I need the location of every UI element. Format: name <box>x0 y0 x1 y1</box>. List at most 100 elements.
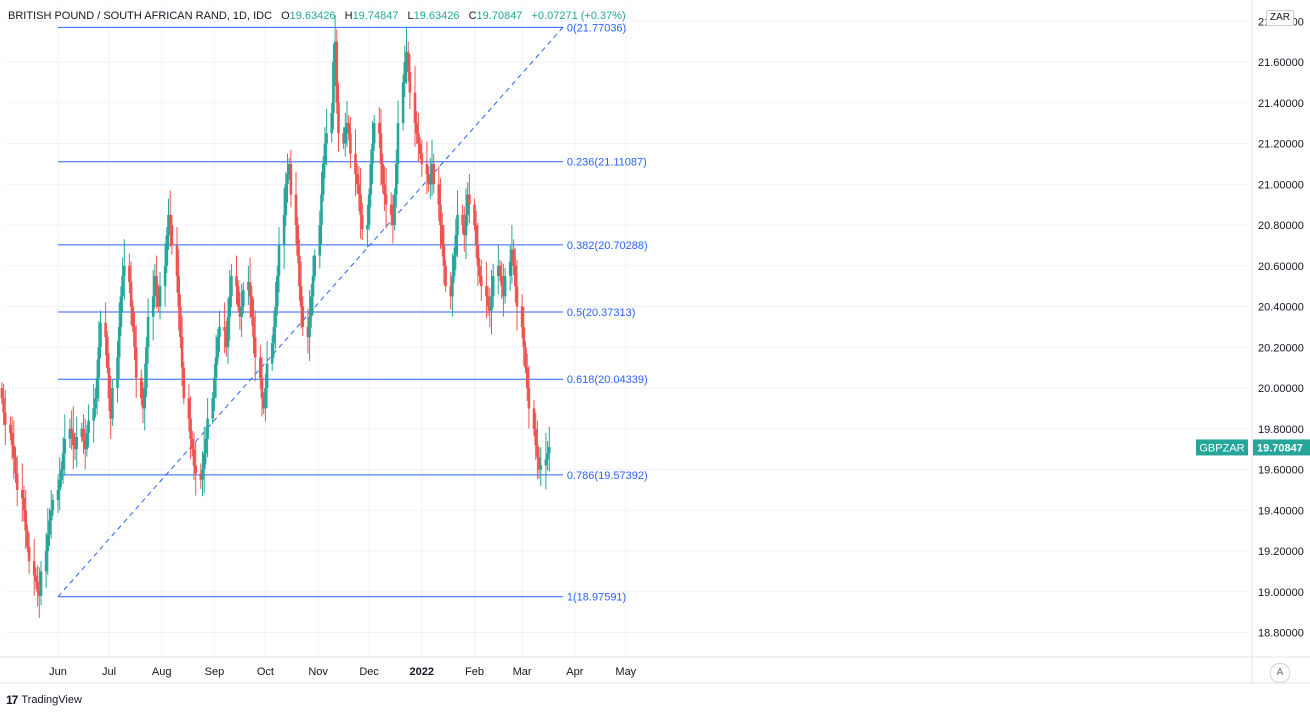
candle-body <box>452 255 456 276</box>
tradingview-logo-icon: 17 <box>6 693 18 707</box>
candle-body <box>395 163 398 195</box>
candle-body <box>202 453 206 470</box>
candle-body <box>187 398 191 419</box>
candle-body <box>524 347 527 368</box>
candle-body <box>534 428 537 446</box>
auto-scale-button[interactable]: A <box>1270 663 1290 683</box>
candle-body <box>128 265 131 283</box>
candle-body <box>32 561 36 576</box>
candle-body <box>539 465 543 470</box>
change-value: +0.07271 (+0.37%) <box>531 10 626 22</box>
candle-body <box>9 424 12 433</box>
close-value: 19.70847 <box>476 10 523 22</box>
candle-body <box>367 194 371 226</box>
candle-body <box>10 432 14 446</box>
fib-level-label: 0(21.77036) <box>567 22 626 34</box>
candle-body <box>182 367 186 399</box>
candle-body <box>510 249 514 262</box>
last-price-tag <box>1253 439 1310 456</box>
candle-body <box>502 286 505 297</box>
candle-body <box>49 510 53 521</box>
candle-body <box>121 275 124 297</box>
candle-body <box>491 275 495 297</box>
candle-body <box>440 225 444 246</box>
candle-body <box>378 123 381 134</box>
candle-body <box>393 194 396 226</box>
candle-body <box>294 194 298 226</box>
candle-body <box>498 265 502 276</box>
time-tick-label: Aug <box>152 666 172 678</box>
candle-body <box>396 123 400 164</box>
candle-body <box>401 82 405 124</box>
candle-body <box>437 184 441 205</box>
candle-body <box>384 194 388 205</box>
candle-body <box>21 489 24 499</box>
candle-body <box>191 438 194 450</box>
candle-body <box>75 436 78 450</box>
candle-body <box>515 286 519 307</box>
footer-branding[interactable]: 17 TradingView <box>6 693 82 707</box>
price-tick-label: 21.40000 <box>1258 98 1304 110</box>
candle-body <box>299 286 303 307</box>
candle-body <box>247 282 250 291</box>
candle-body <box>80 428 84 437</box>
candle-body <box>349 133 352 154</box>
candle-body <box>223 326 226 331</box>
candle-body <box>532 408 536 429</box>
candle-body <box>36 581 39 592</box>
candle-body <box>242 290 245 307</box>
candle-body <box>94 398 97 409</box>
time-tick-label: Feb <box>465 666 484 678</box>
time-tick-label: 2022 <box>410 666 434 678</box>
candle-body <box>430 163 434 175</box>
candle-body <box>179 306 182 338</box>
candle-body <box>213 377 216 399</box>
candle-body <box>500 275 503 287</box>
candle-body <box>379 133 383 164</box>
candle-body <box>298 255 301 287</box>
time-tick-label: Apr <box>566 666 583 678</box>
candle-body <box>508 261 512 276</box>
candle-body <box>24 510 27 531</box>
candle-body <box>204 438 208 454</box>
low-value: 19.63426 <box>413 10 460 22</box>
fib-level-label: 0.382(20.70288) <box>567 240 648 252</box>
candle-body <box>546 453 549 460</box>
candle-body <box>70 428 73 433</box>
candle-body <box>248 282 252 297</box>
candle-body <box>415 123 418 134</box>
candle-body <box>444 265 447 287</box>
candle-body <box>170 225 174 246</box>
candle-body <box>345 123 349 128</box>
candle-body <box>253 337 257 358</box>
candle-body <box>264 388 267 409</box>
candle-body <box>464 214 468 236</box>
candle-body <box>408 72 412 93</box>
candle-body <box>361 214 364 230</box>
candle-body <box>252 316 255 338</box>
candle-body <box>439 204 442 226</box>
currency-badge[interactable]: ZAR <box>1266 10 1294 26</box>
candle-body <box>474 225 478 246</box>
candle-body <box>73 445 77 450</box>
candle-body <box>391 214 395 226</box>
candle-body <box>289 163 293 195</box>
candle-body <box>357 184 361 195</box>
candle-body <box>60 469 63 480</box>
candle-body <box>372 123 376 144</box>
candle-body <box>259 357 262 378</box>
candle-body <box>46 534 50 552</box>
candle-body <box>61 453 65 470</box>
time-tick-label: Oct <box>257 666 274 678</box>
high-label: H <box>344 10 353 22</box>
candle-body <box>418 143 422 154</box>
candle-body <box>87 420 90 433</box>
candle-body <box>311 275 315 297</box>
open-value: 19.63426 <box>289 10 336 22</box>
candle-body <box>44 551 48 572</box>
candle-body <box>157 290 160 307</box>
candle-body <box>488 306 492 311</box>
candle-body <box>503 275 507 297</box>
candle-body <box>145 347 148 389</box>
